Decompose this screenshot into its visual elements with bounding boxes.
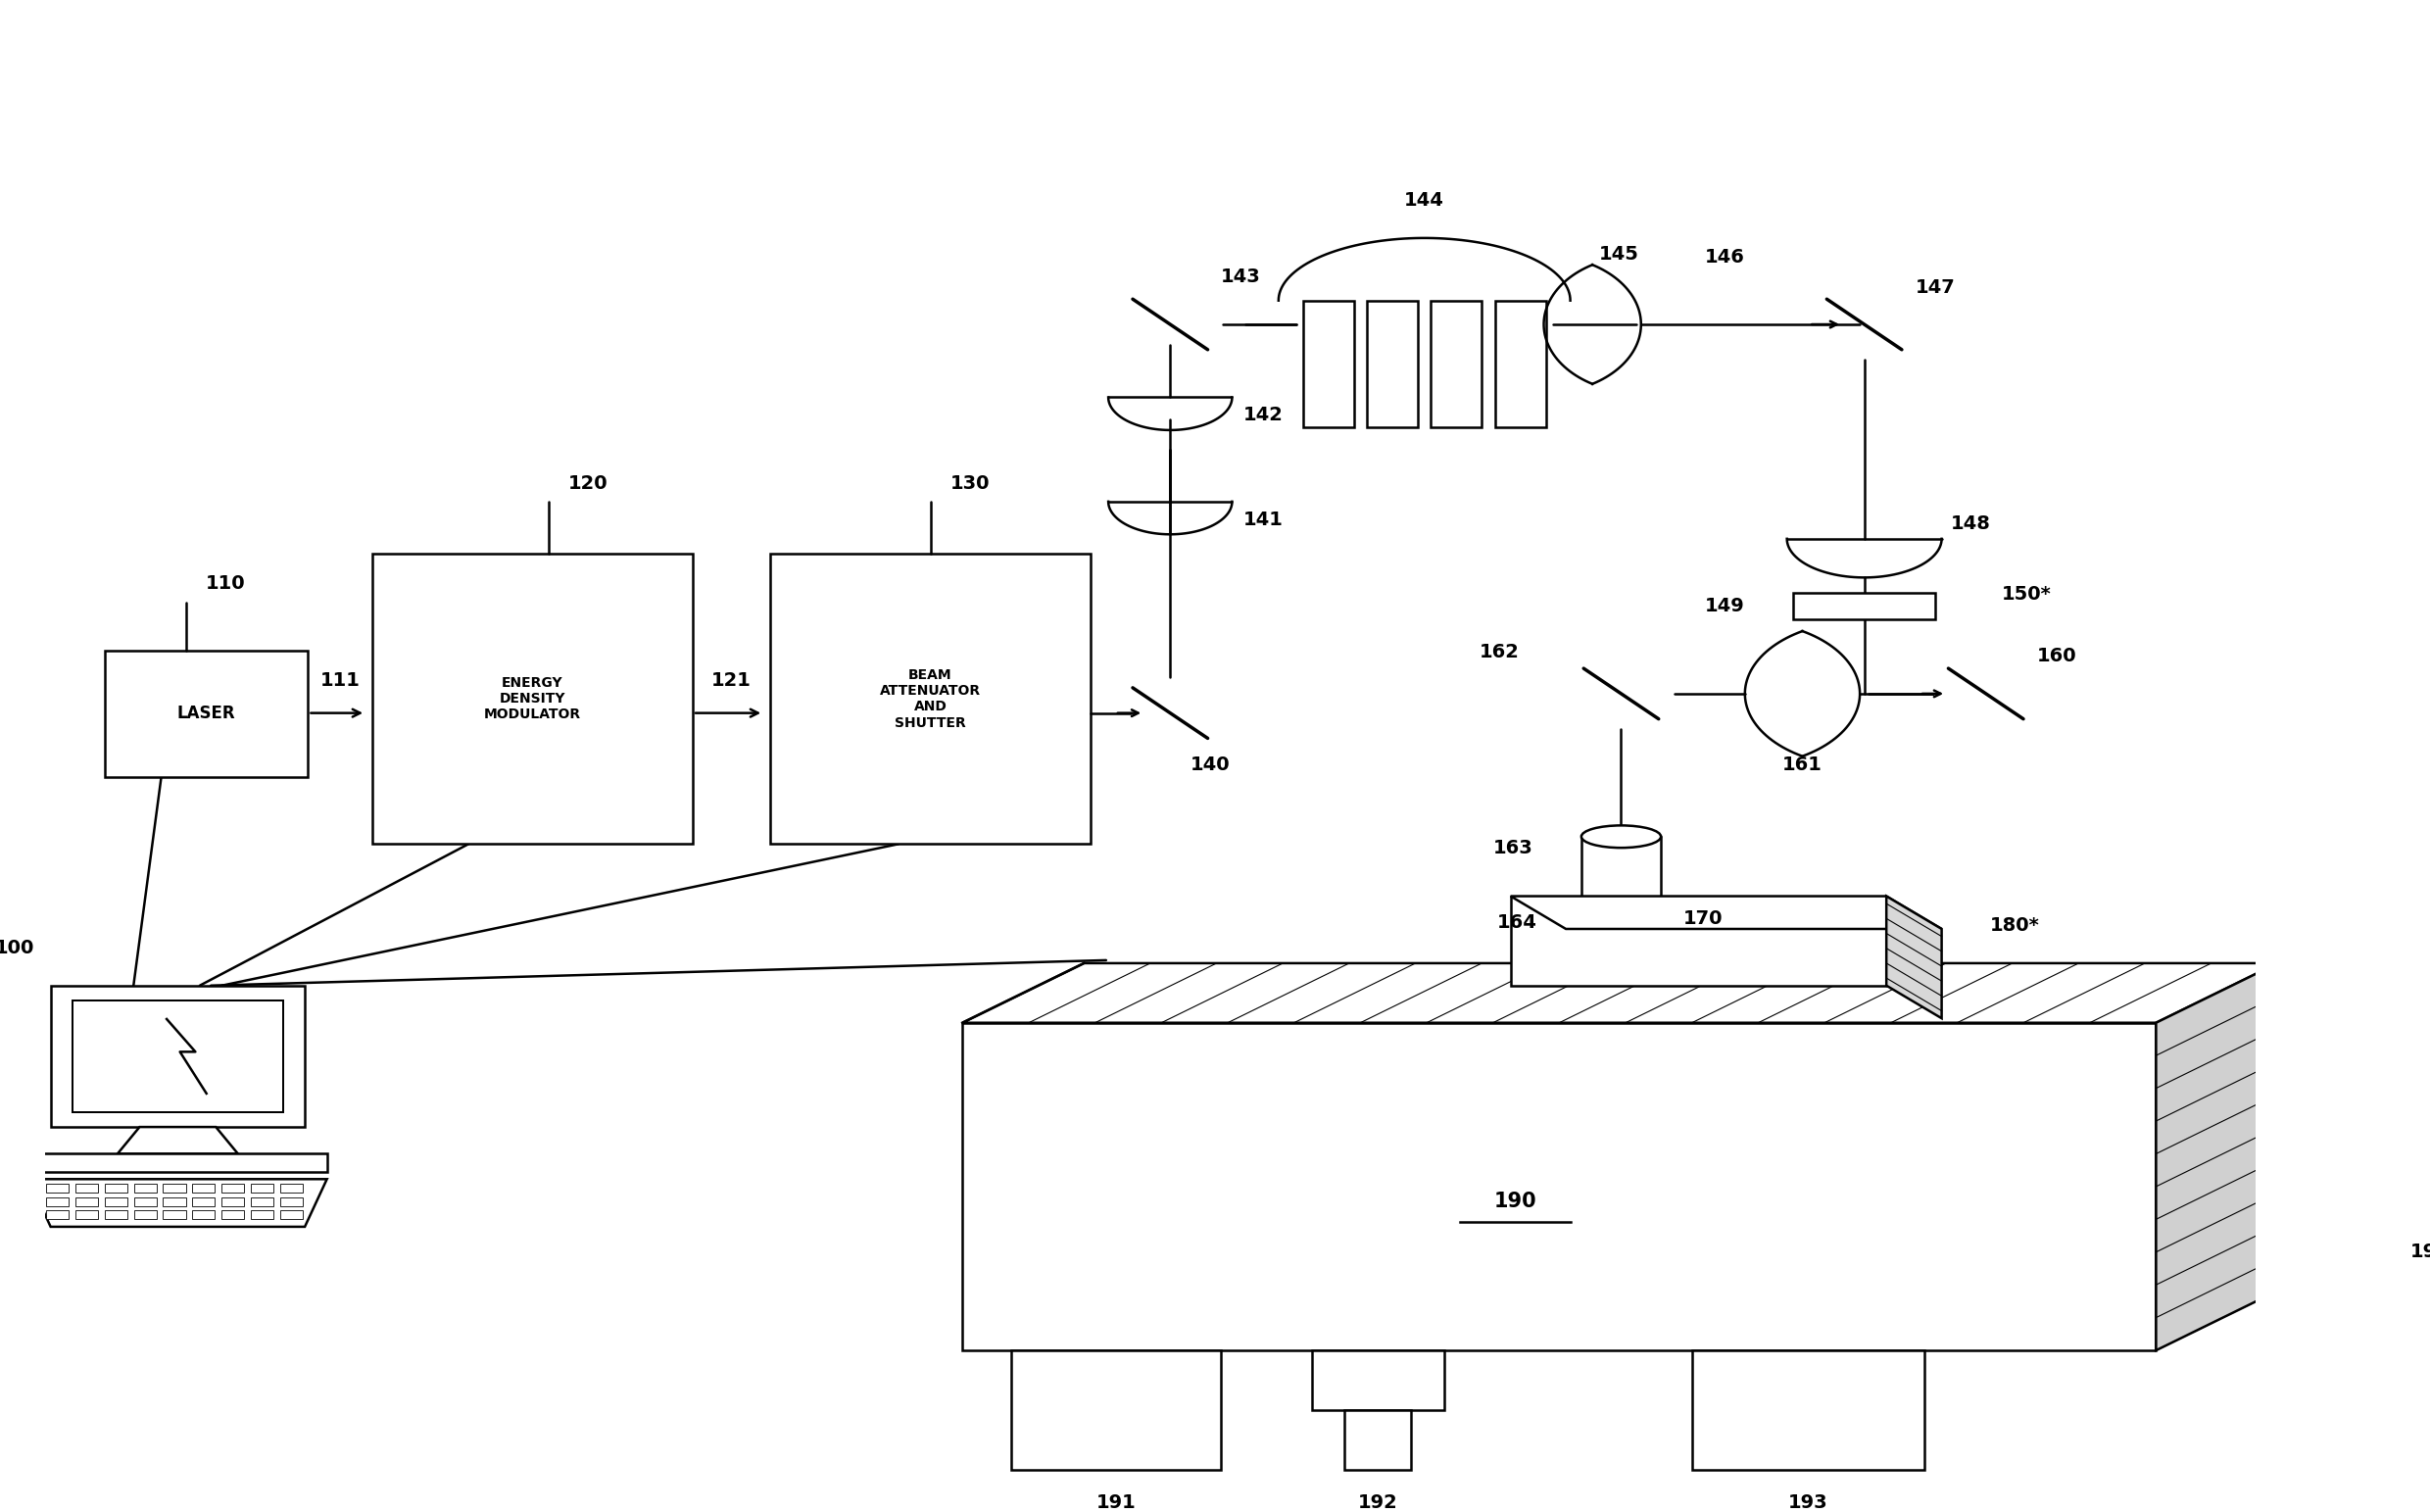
Text: 140: 140 <box>1191 756 1230 774</box>
Bar <box>134 1184 156 1193</box>
Bar <box>134 1198 156 1207</box>
Text: 164: 164 <box>1497 913 1538 933</box>
Bar <box>73 1001 282 1113</box>
Bar <box>75 1184 97 1193</box>
Ellipse shape <box>1582 826 1662 848</box>
Text: 162: 162 <box>1480 643 1519 661</box>
Bar <box>221 1184 243 1193</box>
Bar <box>46 1211 68 1219</box>
Bar <box>0 1049 15 1070</box>
Bar <box>46 1184 68 1193</box>
Polygon shape <box>29 1179 328 1226</box>
Bar <box>1368 301 1417 426</box>
Bar <box>104 1184 126 1193</box>
Bar <box>221 1198 243 1207</box>
Text: 190: 190 <box>1494 1191 1536 1211</box>
Bar <box>1582 836 1662 918</box>
Polygon shape <box>1886 897 1942 1018</box>
Text: 149: 149 <box>1706 597 1745 615</box>
Bar <box>279 1211 304 1219</box>
Text: 111: 111 <box>321 671 360 689</box>
Bar <box>2289 1129 2360 1211</box>
Text: 100: 100 <box>0 939 34 957</box>
Text: 160: 160 <box>2036 647 2078 665</box>
Bar <box>0 1009 29 1179</box>
Polygon shape <box>962 1022 2155 1350</box>
Bar <box>104 1211 126 1219</box>
Text: 191: 191 <box>1096 1492 1135 1512</box>
Text: 192: 192 <box>1358 1492 1397 1512</box>
Bar <box>192 1198 214 1207</box>
Bar <box>372 553 693 844</box>
Bar <box>51 986 304 1126</box>
Bar <box>46 1198 68 1207</box>
Text: 130: 130 <box>950 475 989 493</box>
Bar <box>1511 897 1886 986</box>
Text: 163: 163 <box>1492 839 1533 857</box>
Bar <box>0 1083 15 1104</box>
Bar <box>1691 1350 1925 1470</box>
Text: 148: 148 <box>1951 514 1990 534</box>
Polygon shape <box>29 1154 328 1172</box>
Bar <box>0 1016 15 1037</box>
Polygon shape <box>962 963 2277 1022</box>
Polygon shape <box>1511 897 1942 928</box>
Text: LASER: LASER <box>177 705 236 723</box>
Bar <box>250 1198 275 1207</box>
Bar <box>104 1198 126 1207</box>
Text: 161: 161 <box>1781 756 1822 774</box>
Text: 145: 145 <box>1599 245 1638 263</box>
Text: 170: 170 <box>1684 909 1723 928</box>
Bar <box>279 1184 304 1193</box>
Bar <box>75 1211 97 1219</box>
Text: 146: 146 <box>1706 248 1745 266</box>
Bar <box>1011 1350 1220 1470</box>
Text: 110: 110 <box>207 575 245 593</box>
Text: 144: 144 <box>1405 192 1443 210</box>
Text: 180*: 180* <box>1990 916 2041 936</box>
Text: 141: 141 <box>1244 510 1283 529</box>
Bar <box>1344 1409 1412 1470</box>
Bar <box>2277 1022 2369 1320</box>
Bar <box>770 553 1091 844</box>
Bar <box>192 1211 214 1219</box>
Text: 194: 194 <box>2411 1243 2430 1261</box>
Bar <box>163 1211 185 1219</box>
Polygon shape <box>2155 963 2277 1350</box>
Text: 142: 142 <box>1244 405 1283 425</box>
Bar <box>221 1211 243 1219</box>
Text: 143: 143 <box>1220 268 1261 286</box>
Bar <box>75 1198 97 1207</box>
Text: 150*: 150* <box>2002 585 2051 603</box>
Bar <box>104 650 309 777</box>
Bar <box>1494 301 1545 426</box>
Bar <box>279 1198 304 1207</box>
Text: 193: 193 <box>1788 1492 1827 1512</box>
Text: 121: 121 <box>712 671 751 689</box>
Bar <box>250 1211 275 1219</box>
Text: ENERGY
DENSITY
MODULATOR: ENERGY DENSITY MODULATOR <box>484 676 581 721</box>
Bar <box>1431 301 1482 426</box>
Text: 120: 120 <box>569 475 608 493</box>
Bar <box>163 1198 185 1207</box>
Text: BEAM
ATTENUATOR
AND
SHUTTER: BEAM ATTENUATOR AND SHUTTER <box>880 668 982 730</box>
Bar <box>134 1211 156 1219</box>
Bar <box>1302 301 1354 426</box>
Text: 147: 147 <box>1915 278 1956 296</box>
Bar <box>1793 593 1934 620</box>
Bar <box>163 1184 185 1193</box>
Polygon shape <box>117 1126 238 1154</box>
Bar <box>250 1184 275 1193</box>
Bar <box>192 1184 214 1193</box>
Bar <box>1312 1350 1443 1409</box>
